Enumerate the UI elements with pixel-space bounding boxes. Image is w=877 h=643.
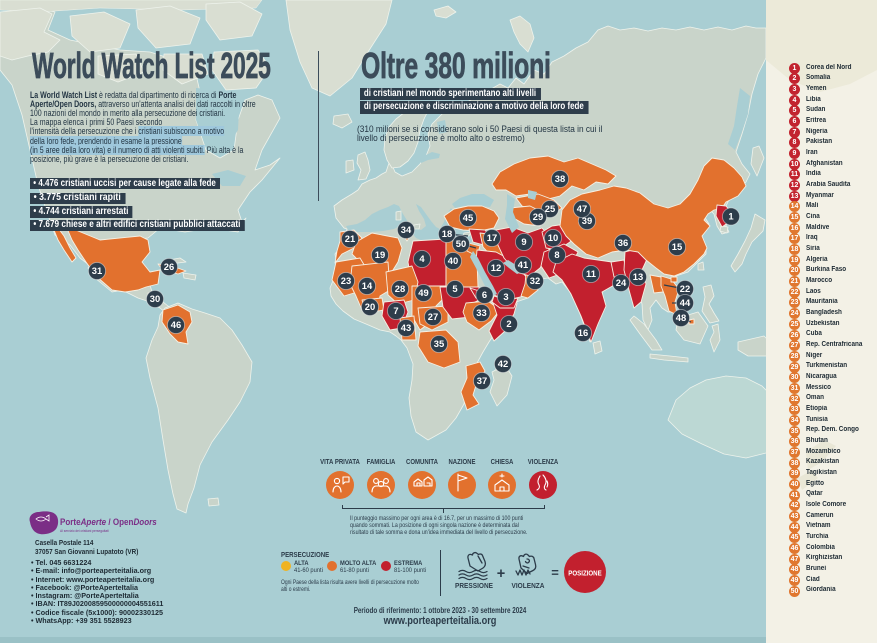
svg-text:6: 6: [482, 289, 487, 300]
svg-text:16: 16: [578, 327, 588, 338]
svg-text:30: 30: [150, 293, 160, 304]
svg-text:7: 7: [393, 305, 398, 316]
svg-text:31: 31: [92, 265, 102, 276]
svg-text:14: 14: [362, 280, 373, 291]
svg-text:18: 18: [442, 228, 452, 239]
svg-text:8: 8: [554, 249, 559, 260]
svg-text:1: 1: [728, 211, 733, 222]
svg-text:5: 5: [452, 283, 457, 294]
svg-text:27: 27: [428, 311, 438, 322]
svg-text:40: 40: [448, 255, 458, 266]
svg-text:21: 21: [345, 233, 355, 244]
svg-text:19: 19: [375, 249, 385, 260]
svg-text:22: 22: [680, 283, 690, 294]
svg-text:42: 42: [498, 358, 508, 369]
svg-text:29: 29: [533, 211, 543, 222]
svg-text:23: 23: [341, 275, 351, 286]
svg-text:11: 11: [586, 268, 596, 279]
svg-text:48: 48: [676, 312, 686, 323]
svg-text:46: 46: [171, 319, 181, 330]
svg-text:15: 15: [672, 241, 682, 252]
svg-text:4: 4: [419, 253, 425, 264]
svg-text:45: 45: [463, 212, 473, 223]
svg-text:38: 38: [555, 173, 565, 184]
svg-text:41: 41: [518, 259, 528, 270]
svg-text:20: 20: [365, 301, 375, 312]
svg-text:9: 9: [521, 236, 526, 247]
svg-text:13: 13: [633, 271, 643, 282]
svg-text:33: 33: [476, 307, 486, 318]
svg-text:2: 2: [506, 318, 511, 329]
svg-text:28: 28: [395, 283, 405, 294]
svg-text:25: 25: [545, 203, 555, 214]
svg-text:47: 47: [577, 203, 587, 214]
svg-text:34: 34: [401, 224, 412, 235]
svg-text:39: 39: [582, 215, 592, 226]
svg-text:12: 12: [491, 262, 501, 273]
svg-text:43: 43: [401, 322, 411, 333]
svg-text:32: 32: [530, 275, 540, 286]
svg-text:24: 24: [616, 277, 627, 288]
svg-text:3: 3: [503, 291, 508, 302]
svg-text:17: 17: [487, 232, 497, 243]
svg-text:35: 35: [434, 338, 444, 349]
svg-text:44: 44: [680, 297, 691, 308]
svg-text:37: 37: [477, 375, 487, 386]
svg-text:50: 50: [456, 238, 466, 249]
svg-text:10: 10: [548, 232, 558, 243]
svg-text:36: 36: [618, 237, 628, 248]
svg-text:26: 26: [164, 261, 174, 272]
svg-text:49: 49: [418, 287, 428, 298]
